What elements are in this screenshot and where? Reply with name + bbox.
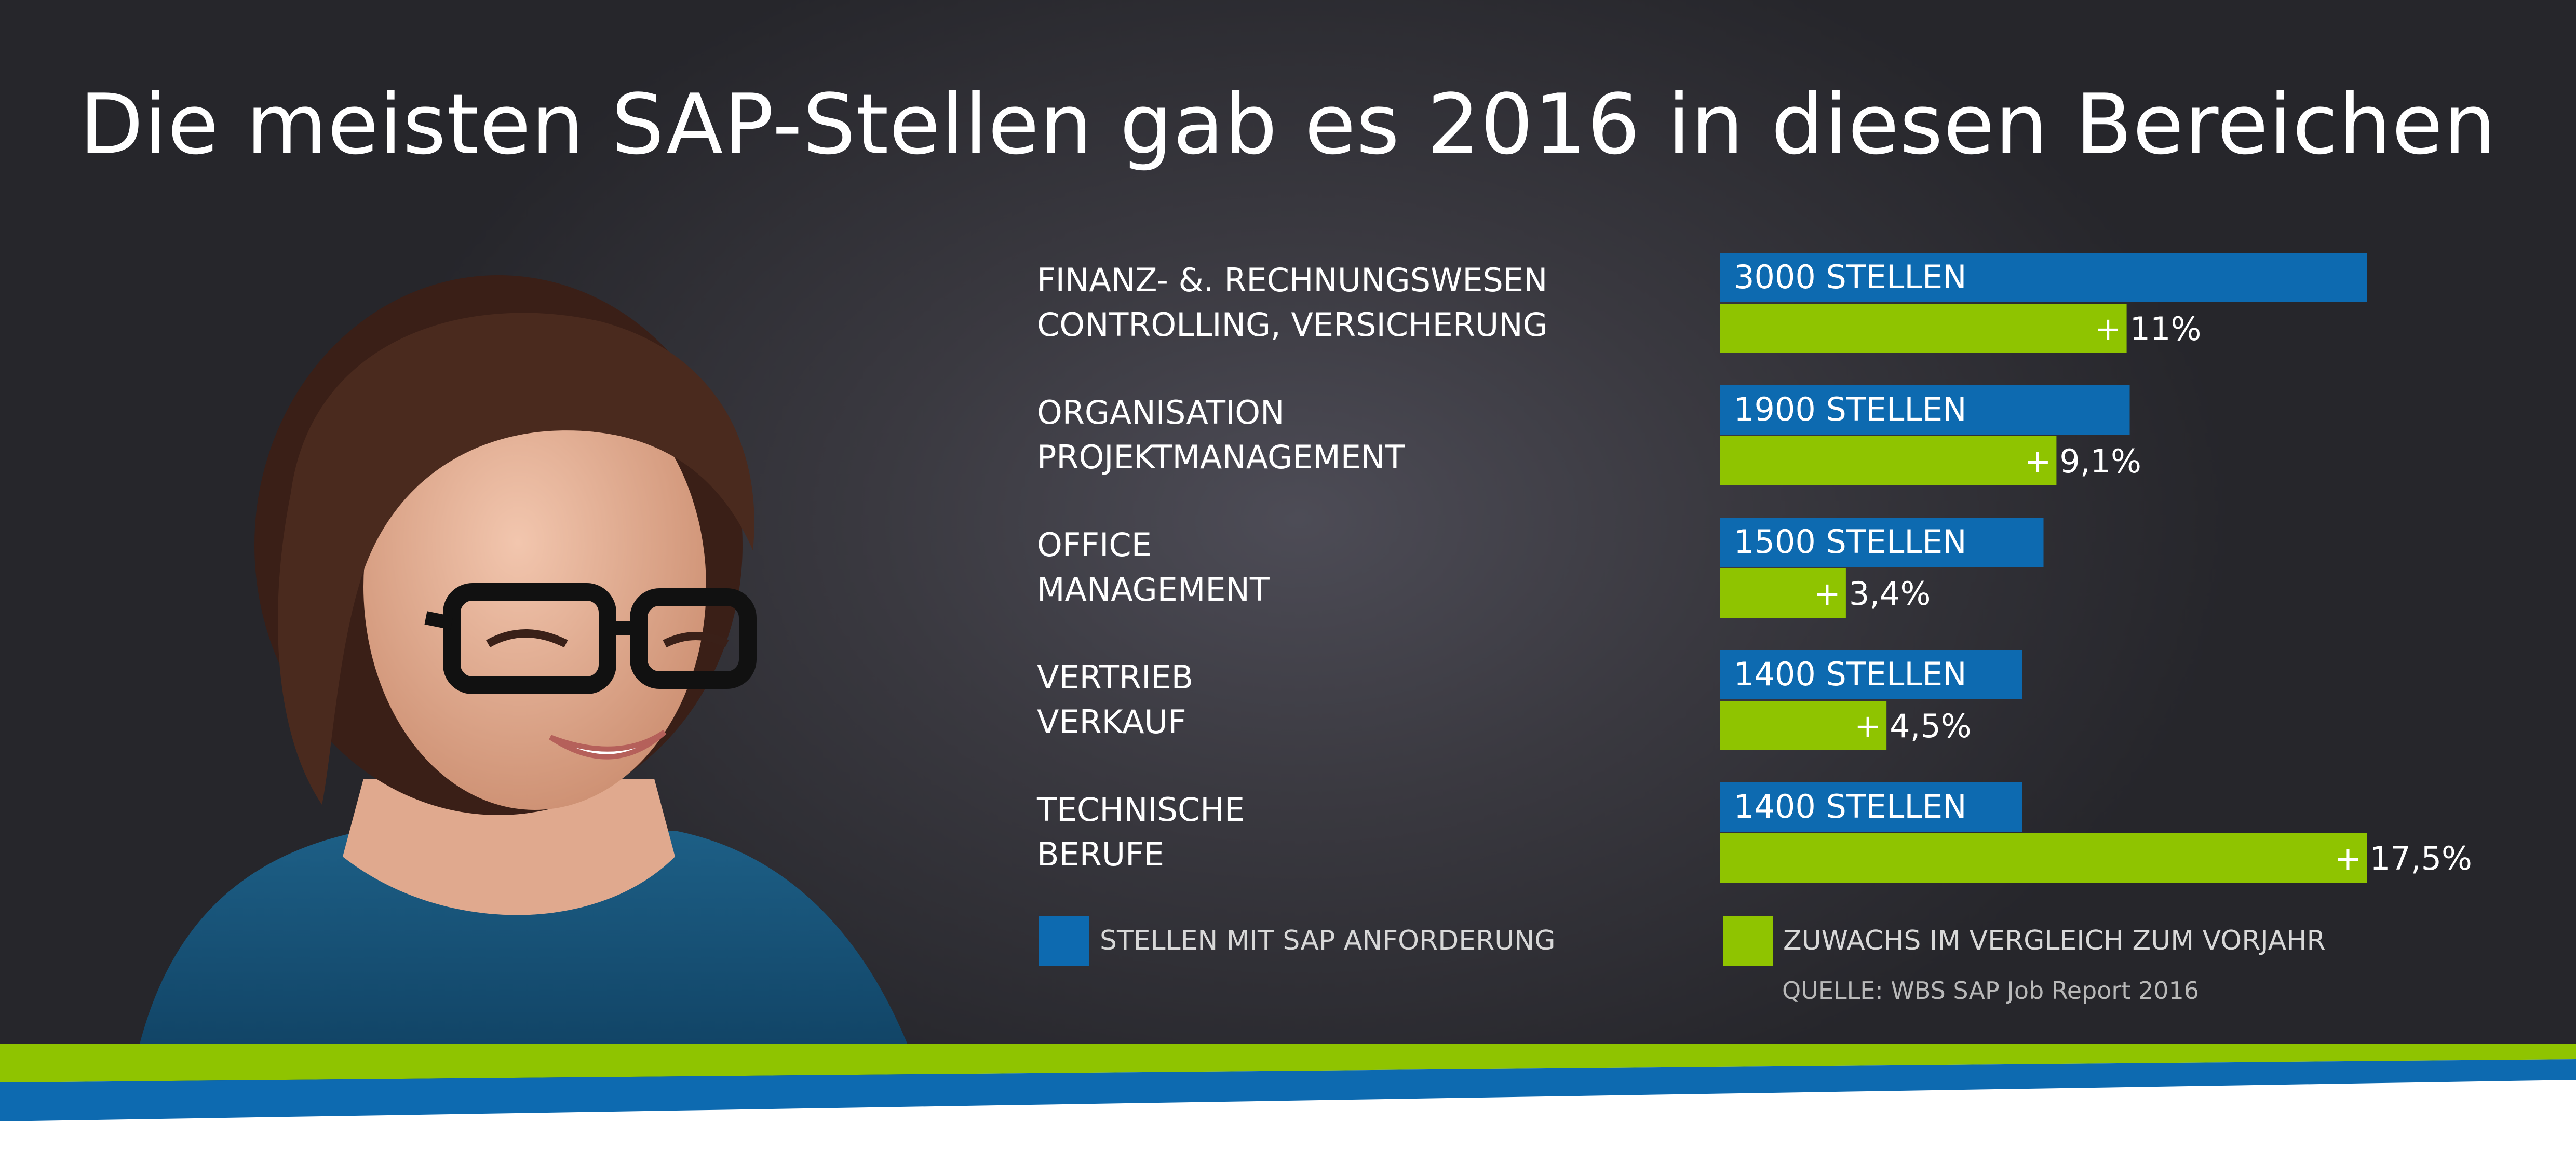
legend-label-jobs: STELLEN MIT SAP ANFORDERUNG <box>1100 925 1556 956</box>
growth-bar <box>1720 304 2127 353</box>
category-label: ORGANISATION PROJEKTMANAGEMENT <box>1037 390 1405 480</box>
category-line: TECHNISCHE <box>1037 791 1245 829</box>
jobs-bar-label: 1500 STELLEN <box>1734 523 1967 561</box>
growth-plus-sign: + <box>2095 310 2122 348</box>
chart-title: Die meisten SAP-Stellen gab es 2016 in d… <box>79 76 2497 173</box>
growth-bar-label: 17,5% <box>2370 839 2472 877</box>
growth-bar-label: 9,1% <box>2059 442 2141 480</box>
category-line: VERTRIEB <box>1037 658 1194 696</box>
growth-bar-label: 4,5% <box>1890 707 1972 745</box>
jobs-bar <box>1720 782 2022 832</box>
jobs-bar-label: 1400 STELLEN <box>1734 655 1967 693</box>
growth-bar-label: 3,4% <box>1849 575 1931 613</box>
growth-bar <box>1720 833 2367 883</box>
category-line: MANAGEMENT <box>1037 571 1270 608</box>
legend-label-growth: ZUWACHS IM VERGLEICH ZUM VORJAHR <box>1783 925 2326 956</box>
jobs-bar-label: 1400 STELLEN <box>1734 788 1967 825</box>
category-label: TECHNISCHE BERUFE <box>1037 788 1245 877</box>
jobs-bar <box>1720 253 2367 302</box>
category-line: FINANZ- &. RECHNUNGSWESEN <box>1037 261 1548 299</box>
growth-plus-sign: + <box>2335 839 2362 877</box>
jobs-bar-label: 1900 STELLEN <box>1734 390 1967 428</box>
category-label: OFFICE MANAGEMENT <box>1037 523 1270 612</box>
blue-stripe <box>0 1059 2576 1121</box>
legend-swatch-growth <box>1723 916 1773 966</box>
growth-bar-label: 11% <box>2130 310 2202 348</box>
category-label: FINANZ- &. RECHNUNGSWESEN CONTROLLING, V… <box>1037 258 1548 347</box>
growth-plus-sign: + <box>1814 575 1841 613</box>
legend-swatch-jobs <box>1039 916 1089 966</box>
growth-bar <box>1720 568 1846 618</box>
jobs-bar <box>1720 518 2044 567</box>
growth-plus-sign: + <box>2024 442 2051 480</box>
category-line: CONTROLLING, VERSICHERUNG <box>1037 306 1548 344</box>
source-note: QUELLE: WBS SAP Job Report 2016 <box>1782 977 2200 1005</box>
category-line: OFFICE <box>1037 526 1152 564</box>
growth-plus-sign: + <box>1854 707 1881 745</box>
category-line: VERKAUF <box>1037 703 1186 741</box>
category-line: PROJEKTMANAGEMENT <box>1037 438 1405 476</box>
jobs-bar <box>1720 650 2022 699</box>
jobs-bar <box>1720 385 2130 435</box>
growth-bar <box>1720 436 2057 485</box>
growth-bar <box>1720 701 1887 750</box>
category-label: VERTRIEB VERKAUF <box>1037 655 1193 744</box>
category-line: BERUFE <box>1037 835 1165 873</box>
category-line: ORGANISATION <box>1037 394 1285 431</box>
jobs-bar-label: 3000 STELLEN <box>1734 258 1967 296</box>
green-stripe <box>0 1044 2576 1082</box>
